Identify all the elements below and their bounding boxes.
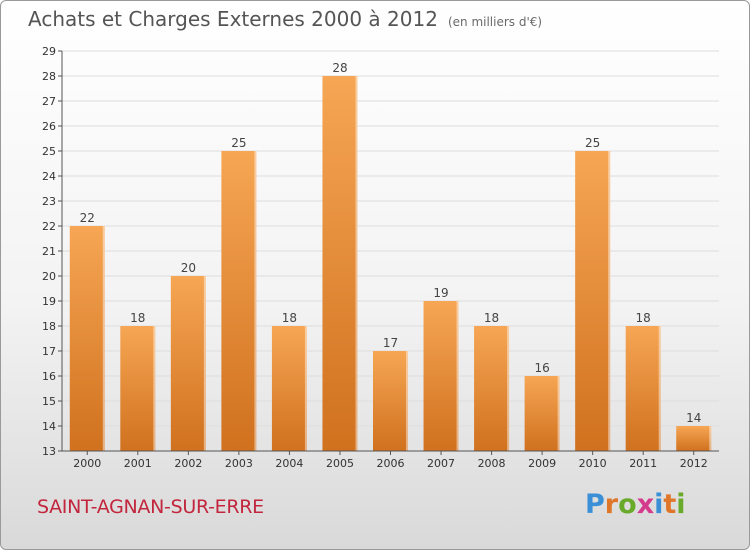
bar (322, 76, 358, 451)
x-tick-label: 2000 (73, 457, 101, 470)
y-tick-label: 27 (42, 95, 56, 108)
bar (474, 326, 510, 451)
bar (625, 326, 661, 451)
proxiti-logo: Proxiti (585, 489, 686, 520)
logo-letter: o (618, 489, 637, 520)
x-tick-label: 2005 (326, 457, 354, 470)
y-tick-label: 13 (42, 445, 56, 458)
logo-letter: t (663, 489, 677, 520)
bars (69, 76, 712, 451)
logo-letter: P (585, 489, 605, 520)
bar-highlight (709, 426, 712, 451)
y-tick-label: 21 (42, 245, 56, 258)
logo-letter: i (654, 489, 664, 520)
x-tick-label: 2001 (124, 457, 152, 470)
labels: 13 14 15 16 17 18 19 20 21 22 23 24 25 26 27 28 29 22 2000… (42, 45, 708, 470)
bar-highlight (456, 301, 459, 451)
bar-value-label: 19 (433, 286, 448, 300)
y-tick-label: 23 (42, 195, 56, 208)
bar-highlight (507, 326, 510, 451)
logo-letter: x (636, 489, 655, 520)
town-name: SAINT-AGNAN-SUR-ERRE (37, 496, 264, 518)
bar-value-label: 14 (686, 411, 701, 425)
x-tick-label: 2009 (528, 457, 556, 470)
y-tick-label: 14 (42, 420, 56, 433)
chart-title-text: Achats et Charges Externes 2000 à 2012 (28, 7, 438, 31)
bar-highlight (557, 376, 560, 451)
bar (69, 226, 105, 451)
bar (524, 376, 560, 451)
x-tick-label: 2011 (629, 457, 657, 470)
bar (423, 301, 459, 451)
bar-value-label: 28 (332, 61, 347, 75)
x-tick-label: 2008 (478, 457, 506, 470)
bar-value-label: 18 (636, 311, 651, 325)
bar (271, 326, 307, 451)
y-tick-label: 28 (42, 70, 56, 83)
bar-value-label: 18 (130, 311, 145, 325)
chart-title: Achats et Charges Externes 2000 à 2012 (e… (28, 7, 542, 31)
x-tick-label: 2002 (174, 457, 202, 470)
y-tick-label: 15 (42, 395, 56, 408)
y-tick-label: 19 (42, 295, 56, 308)
x-tick-label: 2007 (427, 457, 455, 470)
y-tick-label: 20 (42, 270, 56, 283)
y-tick-label: 16 (42, 370, 56, 383)
bar-highlight (304, 326, 307, 451)
y-tick-label: 26 (42, 120, 56, 133)
bar (676, 426, 712, 451)
bar-value-label: 22 (80, 211, 95, 225)
bar (575, 151, 611, 451)
bar-value-label: 25 (231, 136, 246, 150)
logo-letter: i (676, 489, 686, 520)
y-tick-label: 18 (42, 320, 56, 333)
y-tick-label: 22 (42, 220, 56, 233)
logo-letter: r (604, 489, 619, 520)
chart-unit: (en milliers d'€) (447, 15, 543, 29)
bar-highlight (658, 326, 661, 451)
bar-value-label: 25 (585, 136, 600, 150)
bar (170, 276, 206, 451)
x-tick-label: 2003 (225, 457, 253, 470)
x-tick-label: 2012 (680, 457, 708, 470)
bar-highlight (406, 351, 408, 451)
y-tick-label: 24 (42, 170, 56, 183)
bar-highlight (153, 326, 156, 451)
bar-value-label: 17 (383, 336, 398, 350)
bar-highlight (203, 276, 206, 451)
bar-highlight (608, 151, 611, 451)
bar (373, 351, 408, 451)
bar-highlight (254, 151, 257, 451)
y-tick-label: 17 (42, 345, 56, 358)
bar-value-label: 20 (181, 261, 196, 275)
bar (120, 326, 156, 451)
bar-highlight (102, 226, 105, 451)
bar (221, 151, 257, 451)
x-tick-label: 2004 (275, 457, 303, 470)
bar-highlight (355, 76, 358, 451)
bar-value-label: 18 (484, 311, 499, 325)
y-tick-label: 25 (42, 145, 56, 158)
x-tick-label: 2006 (377, 457, 405, 470)
bar-value-label: 18 (282, 311, 297, 325)
bar-value-label: 16 (534, 361, 549, 375)
x-tick-label: 2010 (579, 457, 607, 470)
axes (58, 50, 719, 455)
y-tick-label: 29 (42, 45, 56, 58)
